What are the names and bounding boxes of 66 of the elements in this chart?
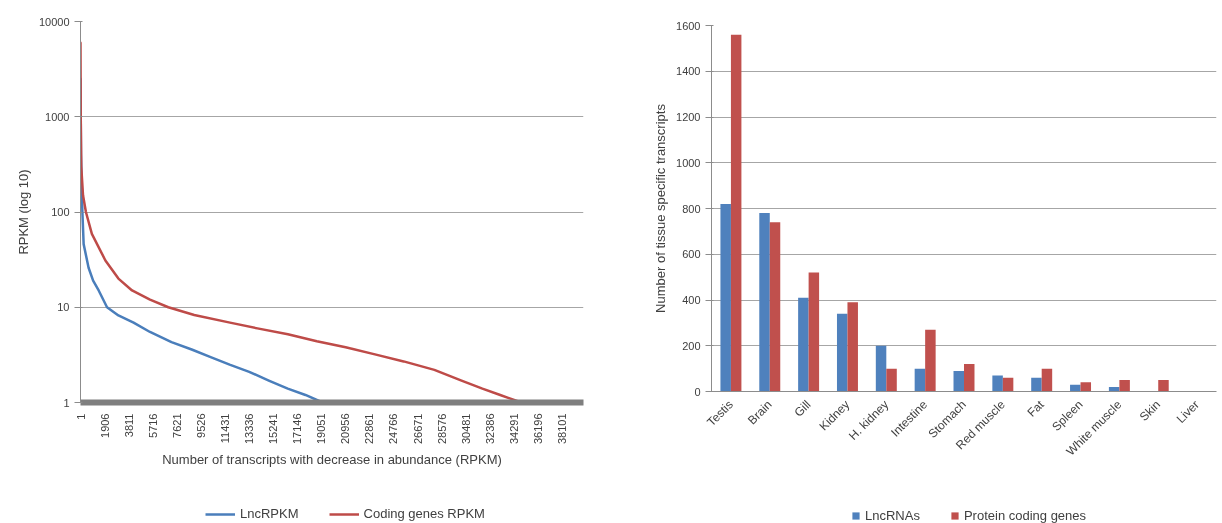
x-tick-label: 26671: [411, 413, 424, 445]
y-tick-label: 1200: [676, 111, 701, 123]
bar: [769, 222, 781, 392]
y-tick-label: 1400: [676, 65, 701, 78]
bar: [953, 370, 964, 392]
x-tick-label: 11431: [218, 413, 231, 444]
x-tick-label: 38101: [556, 413, 569, 445]
x-tick-label: Skin: [1136, 397, 1164, 424]
x-tick-label: 3811: [122, 413, 135, 438]
bar: [847, 302, 858, 392]
y-tick-label: 10: [57, 301, 70, 314]
bar: [886, 368, 897, 392]
bar: [964, 364, 975, 392]
bar: [720, 203, 731, 392]
bar: [1070, 384, 1081, 392]
bar: [798, 297, 809, 392]
x-tick-label: 7621: [170, 413, 183, 438]
x-axis-title: Number of transcripts with decrease in abundance (RPKM): [162, 452, 502, 468]
x-tick-label: 22861: [363, 413, 376, 445]
x-tick-label: 30481: [459, 413, 472, 445]
x-tick-label: 36196: [531, 413, 544, 445]
x-tick-label: 34291: [507, 413, 520, 445]
x-tick-label: 15241: [267, 413, 280, 445]
y-tick-label: 400: [682, 294, 701, 306]
x-tick-label: 13336: [243, 413, 256, 445]
x-tick-label: 5716: [146, 413, 159, 438]
legend-label: LncRPKM: [240, 506, 299, 521]
y-tick-label: 600: [682, 248, 701, 261]
x-tick-label: 32386: [483, 413, 496, 445]
y-axis-title: Number of tissue specific transcripts: [653, 103, 669, 313]
y-tick-label: 200: [682, 339, 701, 352]
legend-label: LncRNAs: [865, 508, 920, 523]
bar: [875, 345, 887, 392]
y-tick-label: 0: [694, 385, 701, 398]
x-tick-label: 17146: [291, 413, 304, 445]
bar: [1031, 377, 1042, 392]
x-tick-label: 19051: [315, 413, 328, 445]
y-tick-label: 800: [682, 202, 701, 215]
bar: [925, 329, 936, 392]
x-tick-label: 1906: [98, 413, 111, 438]
bar: [730, 34, 742, 392]
bar: [808, 272, 820, 392]
y-tick-label: 1000: [676, 156, 701, 169]
x-tick-label: 28576: [435, 413, 448, 445]
bar: [1119, 380, 1130, 392]
bar: [992, 375, 1003, 392]
bar: [759, 213, 770, 392]
legend-label: Protein coding genes: [963, 508, 1087, 523]
legend-label: Coding genes RPKM: [363, 506, 485, 521]
x-tick-label: 9526: [194, 413, 207, 438]
bar: [914, 368, 926, 392]
bar: [1041, 368, 1053, 392]
bar: [1002, 377, 1014, 392]
bar: [836, 313, 848, 392]
x-tick-label: 24766: [387, 413, 400, 445]
bar: [1158, 380, 1169, 392]
y-tick-label: 1000: [45, 110, 70, 123]
y-tick-label: 100: [51, 206, 70, 218]
x-tick-label: Gill: [791, 397, 814, 420]
bar: [1080, 382, 1092, 392]
y-tick-label: 10000: [38, 15, 70, 28]
y-axis-title: RPKM (log 10): [15, 169, 31, 255]
x-tick-label: 20956: [339, 413, 352, 445]
x-tick-label: 1: [74, 413, 87, 420]
x-tick-label: Fat: [1024, 397, 1048, 420]
y-tick-label: 1600: [676, 19, 701, 32]
